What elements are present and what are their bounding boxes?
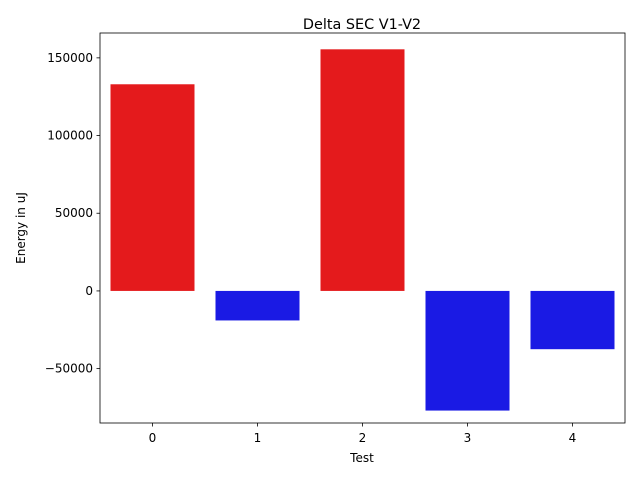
x-tick-label: 4 (569, 431, 577, 445)
y-axis-ticks: −50000 0 50000 100000 150000 (45, 51, 100, 376)
y-tick-label: 100000 (47, 129, 93, 143)
bar-3 (425, 290, 510, 411)
bar-4 (530, 290, 615, 350)
y-tick-label: 50000 (55, 206, 93, 220)
chart-title: Delta SEC V1-V2 (303, 17, 421, 33)
y-tick-label: −50000 (45, 362, 93, 376)
x-tick-label: 3 (464, 431, 472, 445)
plot-frame (99, 32, 626, 424)
bar-2 (320, 49, 405, 291)
x-tick-label: 2 (359, 431, 367, 445)
x-axis-label: Test (349, 451, 374, 465)
x-tick-label: 0 (149, 431, 157, 445)
x-tick-label: 1 (254, 431, 262, 445)
bar-1 (215, 290, 300, 321)
y-tick-label: 0 (85, 284, 93, 298)
x-axis-ticks: 0 1 2 3 4 (149, 423, 577, 445)
bar-0 (110, 84, 195, 291)
y-axis-label: Energy in uJ (14, 192, 28, 264)
bars-group (110, 49, 615, 411)
y-tick-label: 150000 (47, 51, 93, 65)
